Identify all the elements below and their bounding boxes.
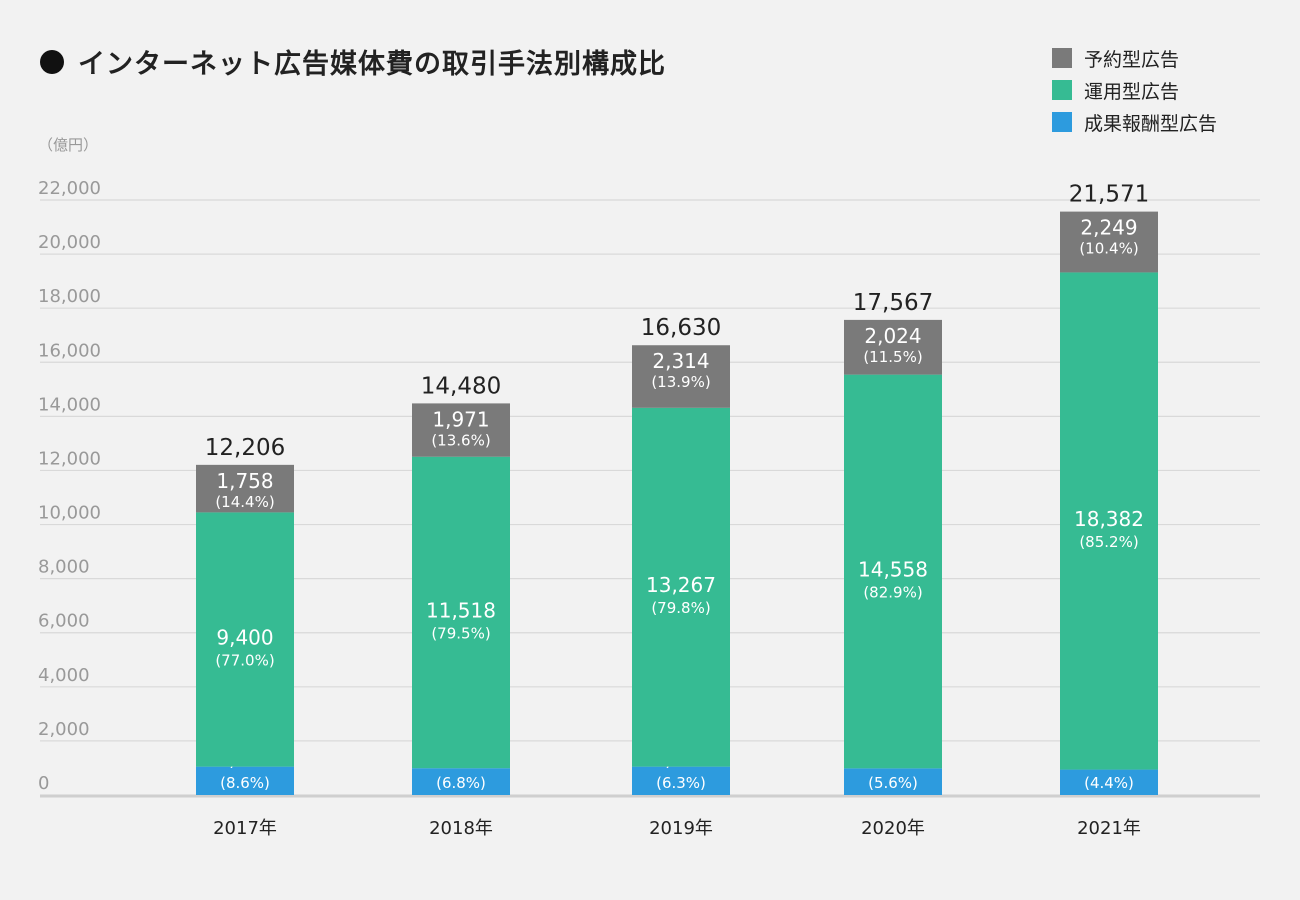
bar-segment <box>412 403 510 457</box>
bar-value-label: 13,267 <box>646 573 716 597</box>
bar-segment <box>844 374 942 769</box>
bar-value-label: 1,971 <box>432 407 489 431</box>
y-tick-label: 10,000 <box>38 503 101 524</box>
x-tick-label: 2017年 <box>213 818 277 839</box>
bar-segment <box>412 768 510 795</box>
bar-percent-label: (4.4%) <box>1084 774 1134 792</box>
bar-percent-label: (14.4%) <box>215 493 274 511</box>
y-tick-label: 6,000 <box>38 611 90 632</box>
bar-percent-label: (77.0%) <box>215 652 274 670</box>
y-tick-label: 16,000 <box>38 340 101 361</box>
y-tick-label: 20,000 <box>38 232 101 253</box>
y-tick-label: 12,000 <box>38 448 101 469</box>
y-tick-label: 22,000 <box>38 178 101 199</box>
legend-swatch-icon <box>1052 48 1072 68</box>
bar-segment <box>196 766 294 795</box>
bar-percent-label: (85.2%) <box>1079 533 1138 551</box>
bar-segment <box>1060 211 1158 273</box>
bar-percent-label: (6.3%) <box>656 774 706 792</box>
y-tick-label: 2,000 <box>38 719 90 740</box>
bar-value-label: 9,400 <box>216 626 273 650</box>
y-tick-label: 14,000 <box>38 394 101 415</box>
legend-item-programmatic: 運用型広告 <box>1052 74 1217 106</box>
bar-total-label: 17,567 <box>853 290 933 316</box>
bar-segment <box>844 768 942 795</box>
bar-value-label: 18,382 <box>1074 507 1144 531</box>
legend-swatch-icon <box>1052 112 1072 132</box>
legend-label: 運用型広告 <box>1084 80 1180 103</box>
x-tick-label: 2020年 <box>861 818 925 839</box>
bar-value-label: 2,314 <box>652 349 709 373</box>
bar-percent-label: (11.5%) <box>863 348 922 366</box>
bar-percent-label: (5.6%) <box>868 774 918 792</box>
bullet-dot-icon <box>40 49 64 74</box>
y-tick-label: 18,000 <box>38 286 101 307</box>
bar-total-label: 16,630 <box>641 315 721 341</box>
y-axis-unit: （億円） <box>38 136 99 154</box>
bar-percent-label: (79.8%) <box>651 599 710 617</box>
y-tick-label: 8,000 <box>38 557 90 578</box>
bar-percent-label: (13.6%) <box>431 431 490 449</box>
bar-segment <box>196 512 294 767</box>
legend-item-performance: 成果報酬型広告 <box>1052 106 1217 138</box>
bar-segment <box>412 456 510 769</box>
bar-percent-label: (10.4%) <box>1079 240 1138 258</box>
legend-item-reserved: 予約型広告 <box>1052 42 1217 74</box>
x-tick-label: 2019年 <box>649 818 713 839</box>
bar-value-label: 14,558 <box>858 557 928 581</box>
legend-label: 成果報酬型広告 <box>1084 112 1218 135</box>
bar-percent-label: (82.9%) <box>863 583 922 601</box>
bar-value-label: 2,249 <box>1080 216 1137 240</box>
bar-segment <box>844 319 942 375</box>
x-tick-label: 2021年 <box>1077 818 1141 839</box>
y-tick-label: 4,000 <box>38 665 90 686</box>
bar-percent-label: (8.6%) <box>220 774 270 792</box>
bar-percent-label: (79.5%) <box>431 624 490 642</box>
x-tick-label: 2018年 <box>429 818 493 839</box>
bar-percent-label: (6.8%) <box>436 774 486 792</box>
bar-segment <box>196 464 294 513</box>
bar-segment <box>632 407 730 767</box>
bar-segment <box>1060 272 1158 770</box>
chart-title: インターネット広告媒体費の取引手法別構成比 <box>40 42 666 81</box>
bar-segment <box>1060 769 1158 795</box>
legend: 予約型広告 運用型広告 成果報酬型広告 <box>1052 42 1217 138</box>
bar-total-label: 21,571 <box>1069 182 1149 208</box>
bar-value-label: 2,024 <box>864 324 921 348</box>
bar-total-label: 14,480 <box>421 373 501 399</box>
bar-total-label: 12,206 <box>205 435 285 461</box>
bar-segment <box>632 345 730 408</box>
bar-segment <box>632 766 730 795</box>
bar-value-label: 1,758 <box>216 469 273 493</box>
bar-value-label: 11,518 <box>426 598 496 622</box>
y-tick-label: 0 <box>38 773 49 794</box>
legend-swatch-icon <box>1052 80 1072 100</box>
legend-label: 予約型広告 <box>1084 48 1180 71</box>
bar-percent-label: (13.9%) <box>651 373 710 391</box>
chart-title-text: インターネット広告媒体費の取引手法別構成比 <box>78 49 666 80</box>
